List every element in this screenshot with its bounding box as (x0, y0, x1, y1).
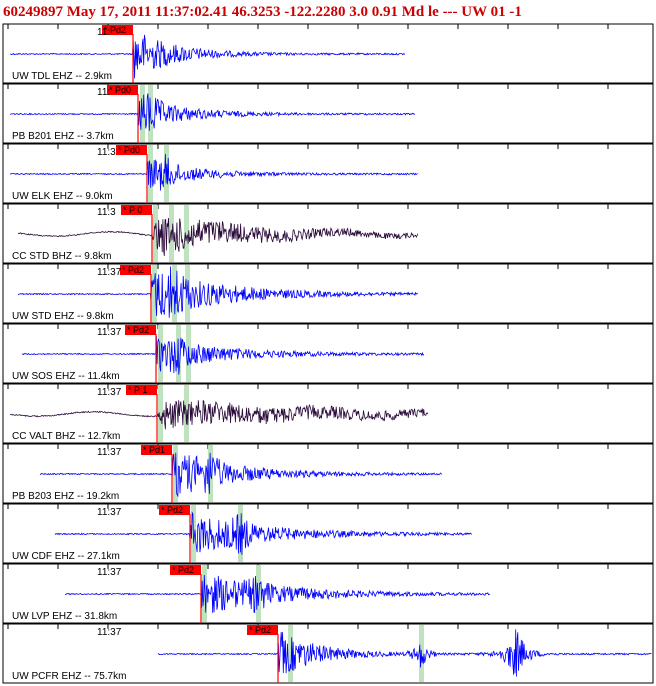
time-label: 11:37 (97, 387, 122, 398)
waveform (9, 399, 429, 430)
phase-window (158, 385, 163, 442)
pick-flag[interactable] (125, 325, 156, 335)
pick-flag[interactable] (107, 85, 138, 95)
waveform (64, 574, 491, 613)
time-label: 11:37 (97, 327, 122, 338)
pick-label: * Pd1 (143, 445, 165, 455)
station-label: UW TDL EHZ -- 2.9km (12, 71, 112, 82)
trace-panel[interactable]: * Pd2 11:37 UW LVP EHZ -- 31.8km (2, 563, 654, 624)
pick-label: * Pd2 (161, 505, 183, 515)
event-header: 60249897 May 17, 2011 11:37:02.41 46.325… (3, 4, 522, 20)
station-label: UW SOS EHZ -- 11.4km (12, 371, 120, 382)
pick-label: * Pd2 (127, 325, 149, 335)
waveform (17, 266, 419, 318)
panel-frame (2, 263, 654, 324)
phase-window (152, 265, 157, 322)
trace-panel[interactable]: * Pd2 11:37 UW PCFR EHZ -- 75.7km (2, 623, 654, 684)
phase-window (153, 205, 158, 262)
pick-flag[interactable] (116, 145, 147, 155)
waveform (157, 629, 652, 677)
waveform (9, 34, 406, 79)
pick-flag[interactable] (141, 445, 172, 455)
pick-flag[interactable] (247, 625, 278, 635)
pick-label: * Pd2 (249, 625, 271, 635)
station-label: UW STD EHZ -- 9.8km (12, 311, 114, 322)
pick-flag[interactable] (170, 565, 201, 575)
waveform (54, 511, 472, 555)
station-label: CC VALT BHZ -- 12.7km (12, 431, 120, 442)
station-label: UW LVP EHZ -- 31.8km (12, 611, 117, 622)
time-label: 11:37 (97, 567, 122, 578)
pick-label: * Pd0 (109, 85, 131, 95)
pick-label: * Pd2 (104, 25, 126, 35)
phase-window (256, 565, 261, 622)
panel-frame (2, 563, 654, 624)
station-label: UW PCFR EHZ -- 75.7km (12, 671, 126, 682)
waveform (9, 93, 415, 131)
station-label: PB B201 EHZ -- 3.7km (12, 131, 114, 142)
phase-window (288, 625, 293, 682)
pick-flag[interactable] (121, 205, 152, 215)
panel-frame (2, 503, 654, 564)
phase-window (158, 325, 163, 382)
trace-panel[interactable]: * P 0 11:3 CC STD BHZ -- 9.8km (2, 203, 654, 264)
phase-window (202, 565, 207, 622)
trace-panel[interactable]: * Pd1 11:37 PB B203 EHZ -- 19.2km (2, 443, 654, 504)
pick-flag[interactable] (102, 25, 133, 35)
station-label: UW ELK EHZ -- 9.0km (12, 191, 113, 202)
pick-label: * Pd2 (172, 565, 194, 575)
pick-label: * Pd2 (122, 265, 144, 275)
waveform (21, 335, 425, 375)
waveform (17, 217, 419, 256)
phase-window (184, 205, 189, 262)
time-label: 11:37 (97, 447, 122, 458)
panel-frame (2, 623, 654, 684)
pick-label: * Pd0 (118, 145, 140, 155)
trace-panel[interactable]: * Pd2 11:37 UW SOS EHZ -- 11.4km (2, 323, 654, 384)
pick-label: * P 1 (128, 385, 147, 395)
station-label: CC STD BHZ -- 9.8km (12, 251, 111, 262)
trace-panel[interactable]: * P 1 11:37 CC VALT BHZ -- 12.7km (2, 383, 654, 444)
time-label: 11:37 (97, 267, 122, 278)
time-label: 11:3 (97, 207, 116, 218)
station-label: UW CDF EHZ -- 27.1km (12, 551, 120, 562)
phase-window (184, 385, 189, 442)
time-label: 11:3 (97, 147, 116, 158)
time-label: 11: (97, 27, 110, 38)
pick-flag[interactable] (120, 265, 151, 275)
pick-flag[interactable] (126, 385, 157, 395)
station-label: PB B203 EHZ -- 19.2km (12, 491, 119, 502)
trace-panel[interactable]: * Pd2 11:37 UW CDF EHZ -- 27.1km (2, 503, 654, 564)
time-label: 11:37 (97, 507, 122, 518)
time-label: 11: (97, 87, 110, 98)
pick-label: * P 0 (123, 205, 142, 215)
waveform (9, 153, 418, 191)
pick-flag[interactable] (159, 505, 190, 515)
waveform (39, 452, 443, 498)
time-label: 11:37 (97, 627, 122, 638)
